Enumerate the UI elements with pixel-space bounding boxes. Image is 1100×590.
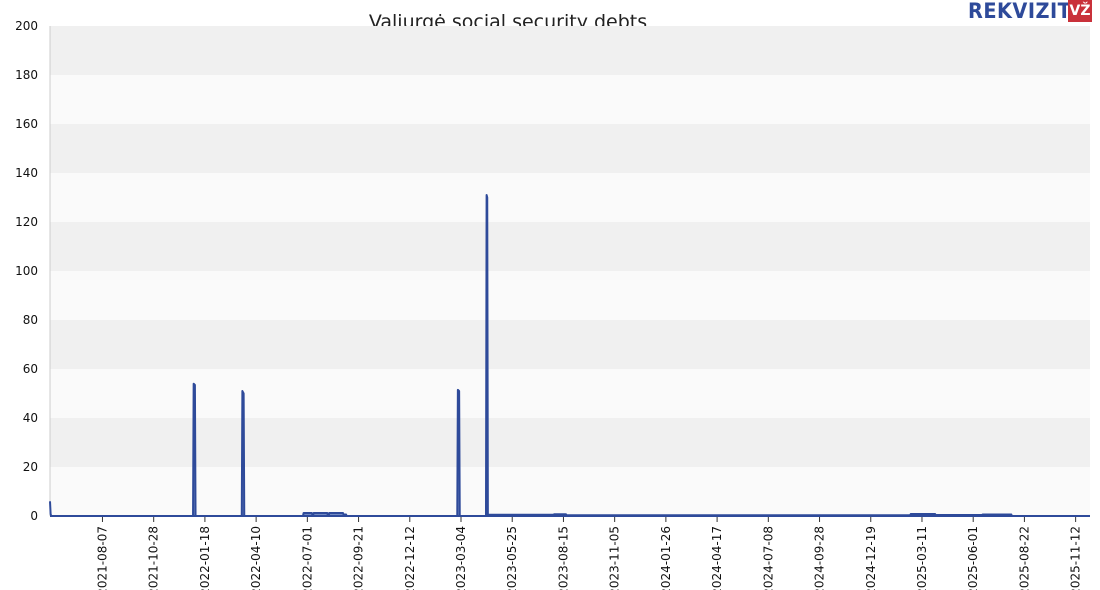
grid-band: [50, 173, 1090, 222]
grid-band: [50, 369, 1090, 418]
x-axis: 2021-08-07 2021-10-28 2022-01-18 2022-04-10…: [95, 516, 1083, 590]
x-tick-label: 2022-12-12: [403, 526, 417, 590]
y-tick-label: 200: [15, 19, 38, 33]
y-tick-label: 80: [23, 313, 38, 327]
x-tick-label: 2025-08-22: [1017, 526, 1031, 590]
grid-band: [50, 222, 1090, 271]
x-tick-label: 2024-07-08: [761, 526, 775, 590]
x-tick-label: 2021-08-07: [95, 526, 109, 590]
logo-badge: VŽ: [1068, 0, 1092, 22]
x-tick-label: 2023-11-05: [608, 526, 622, 590]
y-tick-label: 20: [23, 460, 38, 474]
x-tick-label: 2022-01-18: [198, 526, 212, 590]
rekvizitai-logo[interactable]: REKVIZITAI VŽ: [968, 0, 1100, 22]
y-tick-label: 40: [23, 411, 38, 425]
series-debts: [49, 194, 1090, 517]
logo-text: REKVIZITAI: [968, 0, 1093, 23]
y-tick-label: 140: [15, 166, 38, 180]
x-tick-label: 2024-01-26: [659, 526, 673, 590]
x-tick-label: 2022-09-21: [352, 526, 366, 590]
grid-band: [50, 26, 1090, 75]
x-tick-label: 2025-03-11: [915, 526, 929, 590]
x-tick-label: 2025-11-12: [1069, 526, 1083, 590]
grid-bands: [50, 26, 1090, 516]
grid-band: [50, 418, 1090, 467]
x-tick-label: 2022-07-01: [300, 526, 314, 590]
x-tick-label: 2023-05-25: [505, 526, 519, 590]
x-tick-label: 2025-06-01: [966, 526, 980, 590]
y-axis: 0 20 40 60 80 100 120 140 160 180 200: [15, 19, 51, 523]
y-tick-label: 0: [30, 509, 38, 523]
y-tick-label: 180: [15, 68, 38, 82]
x-tick-label: 2024-12-19: [864, 526, 878, 590]
x-tick-label: 2023-08-15: [556, 526, 570, 590]
grid-band: [50, 75, 1090, 124]
x-tick-label: 2023-03-04: [454, 526, 468, 590]
y-tick-label: 160: [15, 117, 38, 131]
y-tick-label: 60: [23, 362, 38, 376]
y-tick-label: 120: [15, 215, 38, 229]
grid-band: [50, 124, 1090, 173]
x-tick-label: 2024-09-28: [813, 526, 827, 590]
x-tick-label: 2021-10-28: [147, 526, 161, 590]
y-tick-label: 100: [15, 264, 38, 278]
grid-band: [50, 320, 1090, 369]
grid-band: [50, 271, 1090, 320]
x-tick-label: 2024-04-17: [710, 526, 724, 590]
x-tick-label: 2022-04-10: [249, 526, 263, 590]
grid-band: [50, 467, 1090, 516]
